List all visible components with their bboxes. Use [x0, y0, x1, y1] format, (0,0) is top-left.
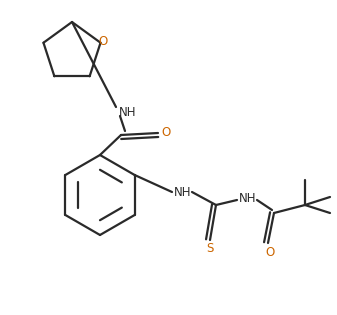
- Text: NH: NH: [239, 192, 257, 204]
- Text: S: S: [206, 243, 214, 255]
- Text: NH: NH: [174, 186, 192, 198]
- Text: NH: NH: [119, 106, 137, 118]
- Text: O: O: [98, 35, 107, 48]
- Text: O: O: [265, 245, 275, 259]
- Text: O: O: [161, 127, 171, 140]
